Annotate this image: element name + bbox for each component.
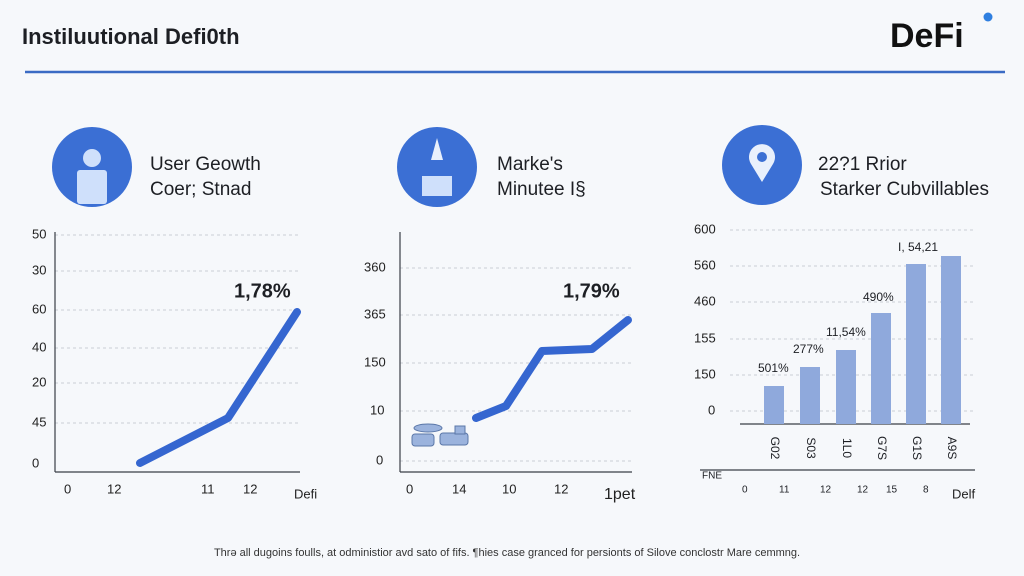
bar-chart: [700, 229, 975, 471]
x-tick-label: Delf: [952, 486, 976, 501]
y-tick-label: 360: [364, 259, 386, 274]
panel-heading: Starker Cubvillables: [820, 179, 989, 200]
x-tick-label: 12: [107, 481, 121, 496]
bar-label: 11,54%: [826, 325, 866, 339]
y-tick-label: 30: [32, 262, 46, 277]
line-chart: [54, 232, 301, 473]
x-tick-label: 12: [243, 481, 257, 496]
y-tick-label: 20: [32, 374, 46, 389]
x-tick-label: 11: [779, 485, 790, 496]
bar-label: I, 54,21: [898, 240, 938, 254]
y-tick-label: 560: [694, 257, 716, 272]
x-tick-label: 0: [406, 481, 413, 496]
annotation: 1,79%: [563, 280, 620, 302]
x-tick-label: 0: [742, 485, 748, 496]
y-tick-label: 150: [694, 366, 716, 381]
y-tick-label: 45: [32, 414, 46, 429]
category-label: G02: [768, 437, 782, 460]
y-tick-label: 365: [364, 306, 386, 321]
bar-label: 490%: [863, 290, 894, 304]
y-tick-label: 60: [32, 301, 46, 316]
axis-note: FNE: [702, 471, 722, 482]
x-tick-label: 1pet: [604, 486, 636, 503]
x-tick-label: Defi: [294, 486, 317, 501]
category-label: G7S: [875, 436, 889, 460]
y-tick-label: 40: [32, 339, 46, 354]
panel-heading: Marke's: [497, 154, 563, 175]
panel-heading: Coer; Stnad: [150, 179, 251, 200]
y-tick-label: 50: [32, 226, 46, 241]
x-tick-label: 0: [64, 481, 71, 496]
logo-dot: [983, 12, 993, 22]
y-tick-label: 600: [694, 221, 716, 236]
category-label: 1L0: [840, 438, 854, 458]
annotation: 1,78%: [234, 280, 291, 302]
x-tick-label: 12: [554, 481, 568, 496]
icon-user: [52, 127, 132, 207]
panel-heading: 22?1 Rrior: [818, 154, 907, 175]
bar-label: 277%: [793, 342, 824, 356]
line-chart: [399, 232, 632, 473]
icon-location: [722, 125, 802, 205]
page-title: Instiluutional Defi0th: [22, 24, 240, 49]
x-tick-label: 11: [201, 481, 215, 496]
y-tick-label: 0: [32, 455, 39, 470]
icon-market: [397, 127, 477, 207]
y-tick-label: 0: [708, 402, 715, 417]
footer-note: Thrə all dugoins foulls, at odministior …: [214, 547, 800, 559]
y-tick-label: 460: [694, 293, 716, 308]
panel-heading: User Geowth: [150, 154, 261, 175]
y-tick-label: 155: [694, 330, 716, 345]
y-tick-label: 150: [364, 354, 386, 369]
x-tick-label: 14: [452, 481, 466, 496]
x-tick-label: 15: [886, 485, 898, 496]
panel-heading: Minutee I§: [497, 179, 586, 200]
x-tick-label: 10: [502, 481, 516, 496]
logo: DeFi: [890, 17, 964, 55]
category-label: G1S: [910, 436, 924, 460]
category-label: S03: [804, 437, 818, 459]
x-tick-label: 12: [820, 485, 832, 496]
y-tick-label: 0: [376, 452, 383, 467]
y-tick-label: 10: [370, 402, 384, 417]
category-label: A9S: [945, 437, 959, 460]
x-tick-label: 8: [923, 485, 929, 496]
x-tick-label: 12: [857, 485, 869, 496]
bar-label: 501%: [758, 361, 789, 375]
